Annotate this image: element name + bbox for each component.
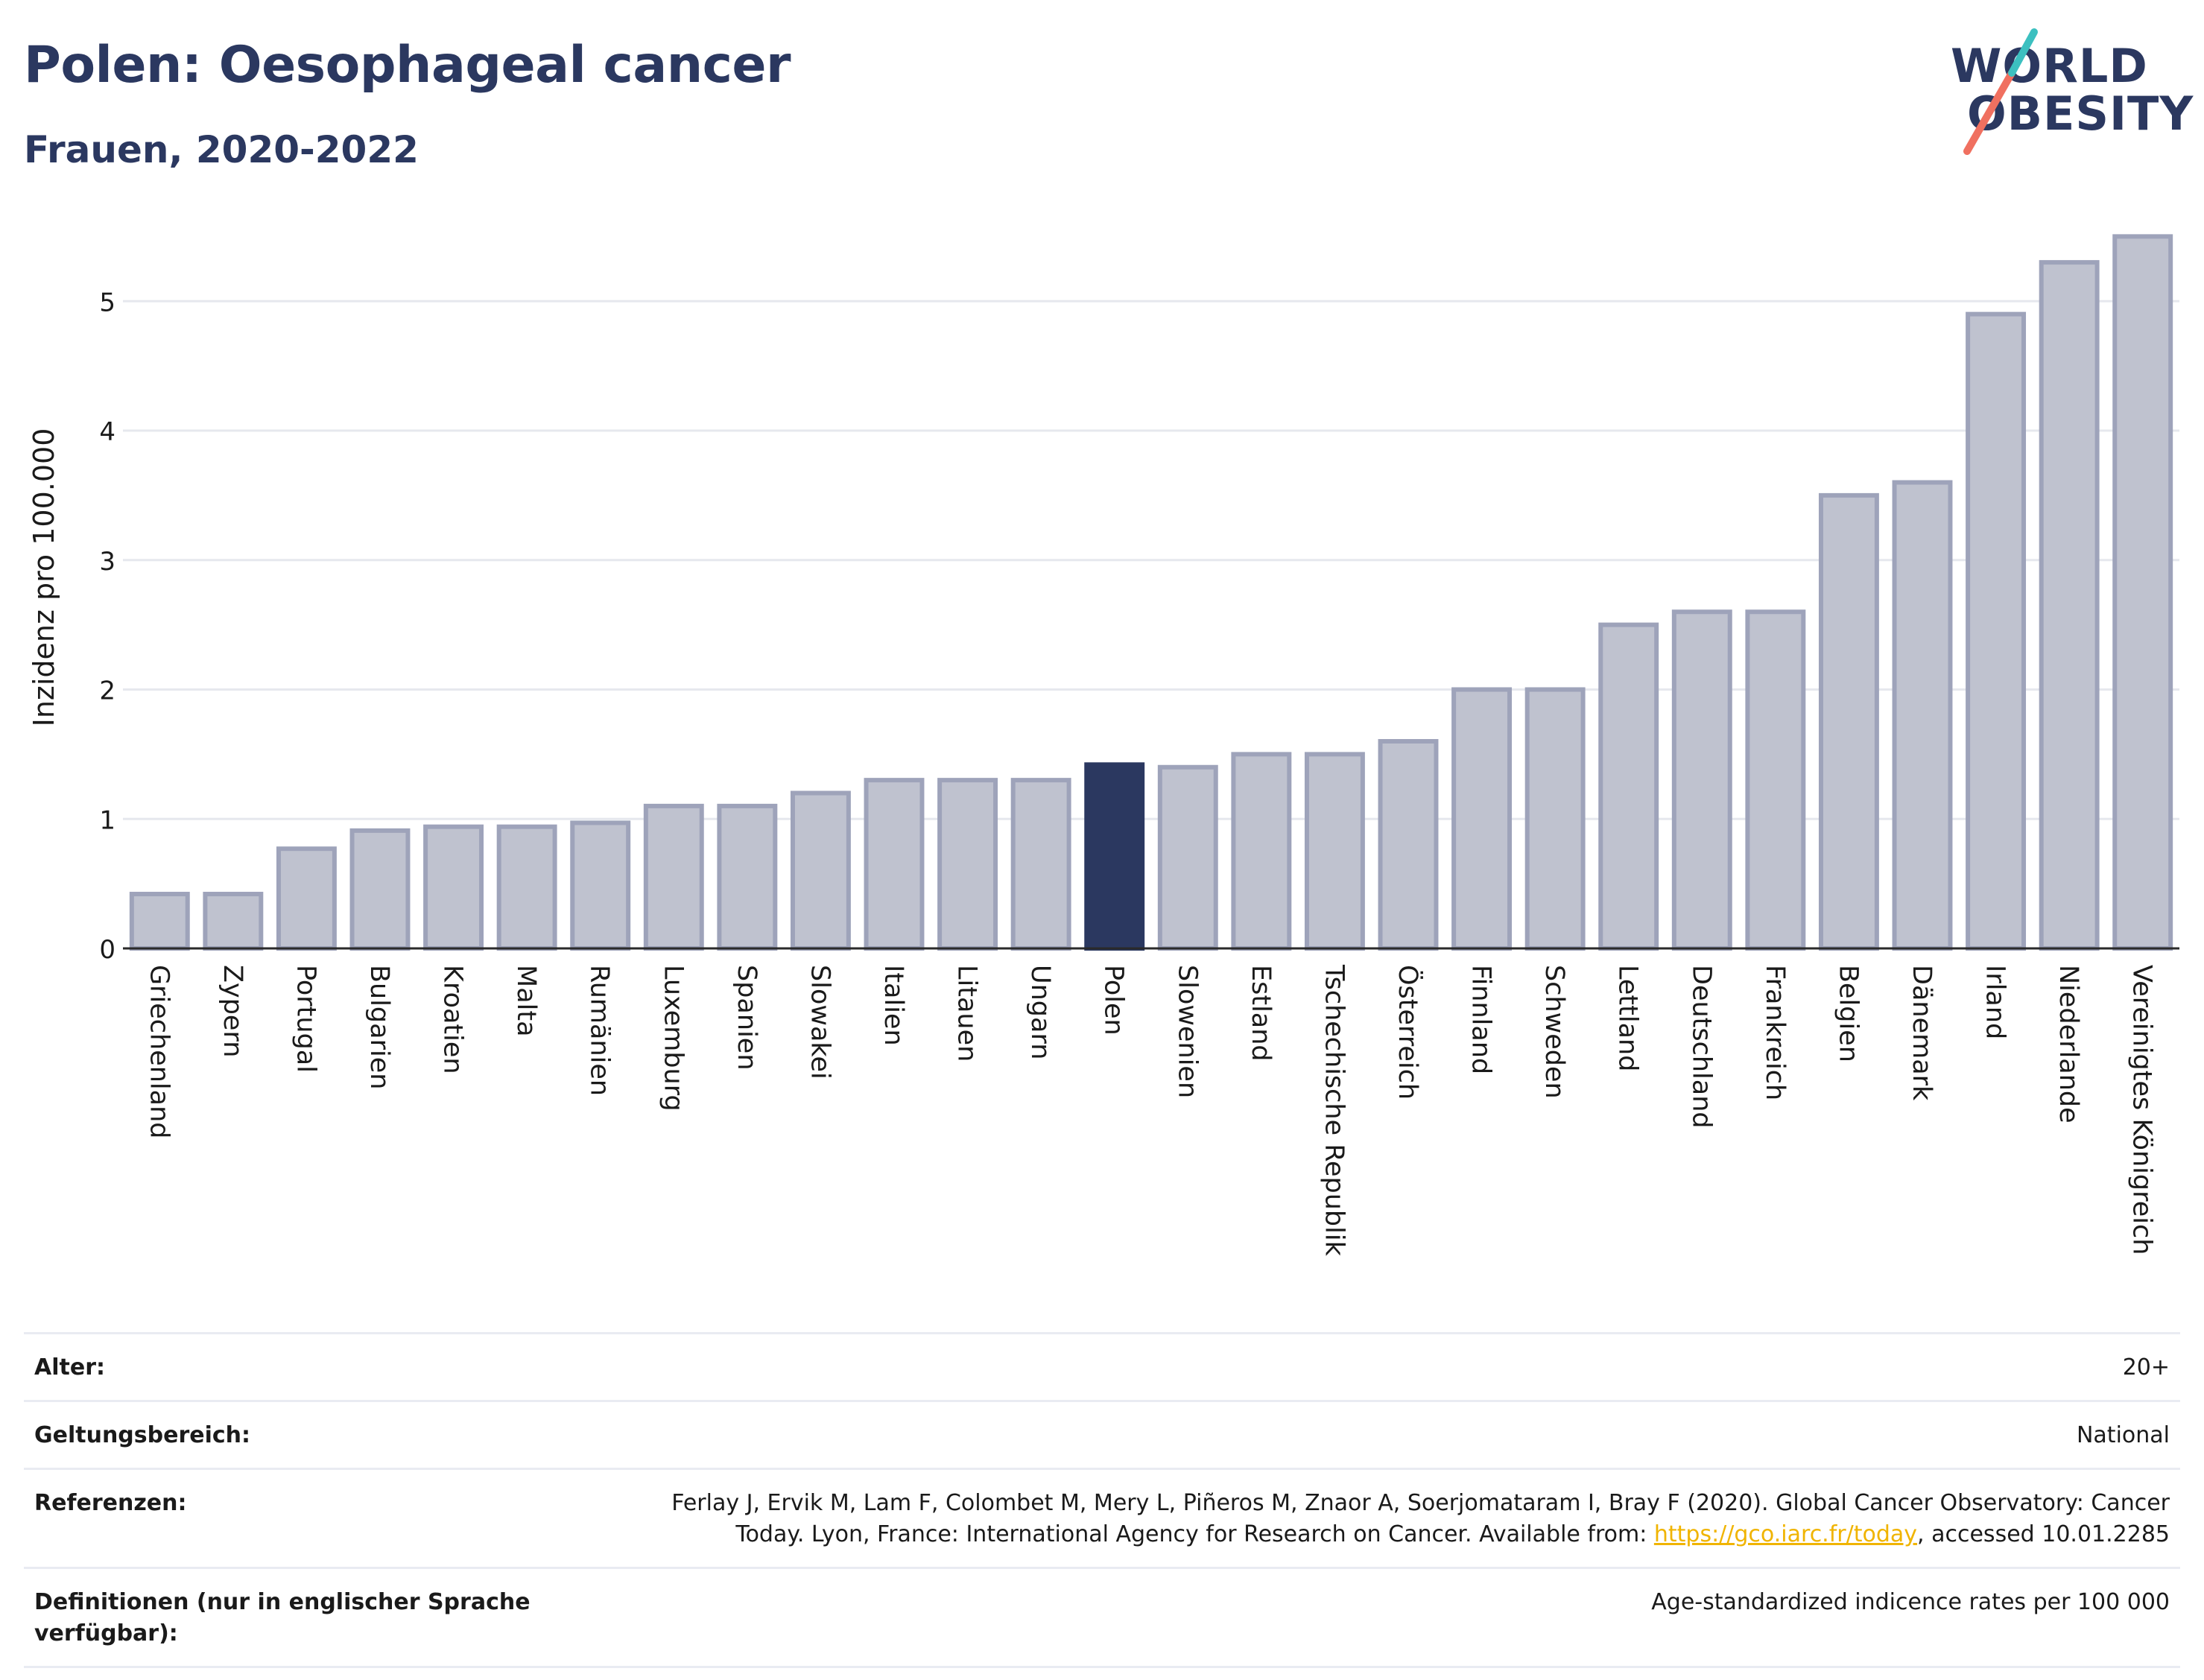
x-tick-label: Niederlande (2053, 965, 2083, 1123)
x-tick-label: Rumänien (585, 965, 615, 1096)
logo-text-line2: OBESITY (1967, 86, 2194, 141)
info-row-references: Referenzen: Ferlay J, Ervik M, Lam F, Co… (24, 1470, 2180, 1569)
x-tick-label: Estland (1246, 965, 1276, 1062)
bar (129, 892, 190, 951)
x-tick-label: Frankreich (1760, 965, 1790, 1100)
bar (2039, 260, 2100, 951)
y-tick-label: 5 (99, 288, 115, 317)
bar (1966, 311, 2027, 951)
bar (423, 824, 484, 951)
x-tick-label: Spanien (732, 965, 761, 1071)
x-tick-label: Belgien (1833, 965, 1863, 1062)
bar (937, 778, 998, 951)
bar-chart: 0 1 2 3 4 5 Griechenland Zypern Portugal Bulgari… (28, 234, 2179, 1257)
info-label-age: Alter: (34, 1354, 105, 1381)
y-tick-label: 1 (99, 805, 115, 835)
y-axis: 0 1 2 3 4 5 (99, 288, 115, 965)
info-row-definitions: Definitionen (nur in englischer Sprache … (24, 1569, 2180, 1668)
y-tick-label: 2 (99, 676, 115, 706)
x-tick-label: Bulgarien (364, 965, 394, 1089)
x-tick-label: Kroatien (438, 965, 468, 1074)
info-value-age: 20+ (2122, 1354, 2170, 1381)
x-tick-label: Dänemark (1907, 965, 1937, 1101)
bar (790, 790, 851, 951)
bar (1157, 764, 1218, 951)
x-tick-label: Polen (1099, 965, 1129, 1036)
bar (1892, 480, 1953, 951)
bar (1304, 752, 1365, 951)
bar (1598, 622, 1659, 951)
info-value-scope: National (2076, 1422, 2170, 1448)
x-tick-label: Slowakei (805, 965, 835, 1080)
x-tick-label: Österreich (1393, 965, 1424, 1100)
bars (123, 234, 2179, 951)
bar (1010, 778, 1071, 951)
bar (2112, 234, 2173, 951)
reference-text: Ferlay J, Ervik M, Lam F, Colombet M, Me… (671, 1490, 2170, 1547)
x-tick-label: Ungarn (1025, 965, 1055, 1059)
y-axis-label: Inzidenz pro 100.000 (28, 428, 60, 727)
bar (203, 892, 264, 951)
reference-accessed: , accessed 10.01.2285 (1917, 1521, 2170, 1547)
x-axis-labels: Griechenland Zypern Portugal Bulgarien Kroat… (144, 964, 2156, 1257)
x-tick-label: Portugal (291, 965, 320, 1073)
x-tick-label: Luxemburg (658, 965, 688, 1112)
x-tick-label: Zypern (218, 965, 247, 1057)
x-tick-label: Deutschland (1686, 965, 1716, 1129)
y-tick-label: 4 (99, 417, 115, 447)
y-tick-label: 0 (99, 935, 115, 965)
x-tick-label: Finnland (1466, 965, 1496, 1074)
bar (1451, 687, 1513, 951)
chart-title: Polen: Oesophageal cancer (24, 36, 791, 95)
bar (717, 803, 778, 951)
bar (864, 778, 925, 951)
bar (349, 828, 411, 951)
x-tick-label: Schweden (1539, 965, 1569, 1099)
info-label-definitions: Definitionen (nur in englischer Sprache … (34, 1589, 531, 1646)
x-tick-label: Malta (511, 965, 541, 1037)
chart-subtitle: Frauen, 2020-2022 (24, 128, 419, 171)
logo-slash-icon (1963, 28, 2038, 155)
bar (570, 820, 631, 951)
bar (1231, 752, 1292, 951)
bar (643, 803, 704, 951)
info-value-references: Ferlay J, Ervik M, Lam F, Colombet M, Me… (642, 1488, 2170, 1550)
bar (1378, 739, 1439, 951)
bar-highlight (1084, 762, 1145, 951)
info-table: Alter: 20+ Geltungsbereich: National Ref… (24, 1332, 2180, 1668)
bar (1671, 609, 1732, 951)
info-label-scope: Geltungsbereich: (34, 1422, 251, 1448)
bar (496, 824, 557, 951)
x-tick-label: Vereinigtes Königreich (2127, 965, 2157, 1255)
logo-text-line1: WORLD (1951, 39, 2148, 93)
x-tick-label: Lettland (1613, 965, 1643, 1071)
reference-link[interactable]: https://gco.iarc.fr/today (1653, 1521, 1918, 1547)
bar (1745, 609, 1806, 951)
x-tick-label: Griechenland (144, 965, 174, 1138)
info-row-scope: Geltungsbereich: National (24, 1402, 2180, 1470)
world-obesity-logo: WORLD OBESITY (1937, 21, 2194, 162)
y-tick-label: 3 (99, 547, 115, 577)
x-tick-label: Italien (878, 965, 908, 1046)
x-tick-label: Tschechische Republik (1319, 964, 1349, 1257)
info-value-definitions: Age-standardized indicence rates per 100… (1651, 1589, 2170, 1615)
x-tick-label: Litauen (952, 965, 982, 1062)
bar (1524, 687, 1586, 951)
info-label-references: Referenzen: (34, 1490, 187, 1516)
info-row-age: Alter: 20+ (24, 1334, 2180, 1402)
x-tick-label: Slowenien (1172, 965, 1202, 1098)
bar (1818, 492, 1879, 951)
x-tick-label: Irland (1980, 965, 2010, 1039)
bar (276, 846, 337, 951)
